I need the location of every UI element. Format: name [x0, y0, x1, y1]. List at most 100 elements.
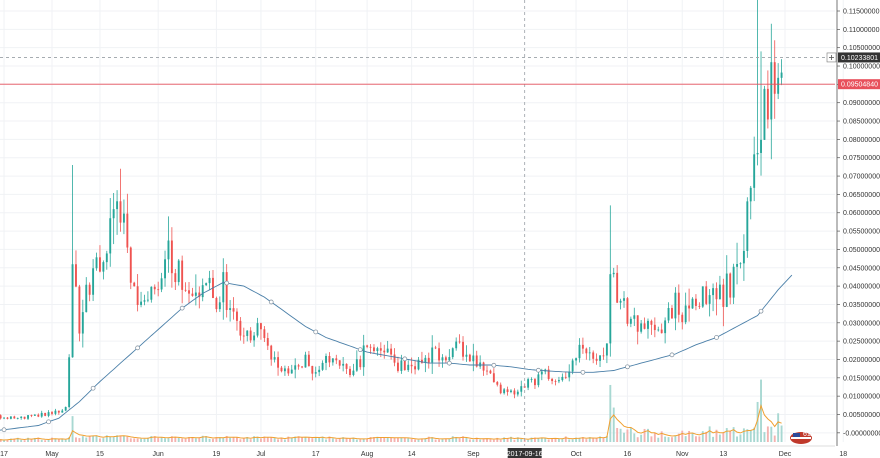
candle[interactable] [153, 284, 156, 295]
candle[interactable] [698, 302, 701, 310]
candle[interactable] [273, 351, 276, 363]
candle[interactable] [626, 296, 629, 327]
candle[interactable] [691, 297, 694, 309]
candle[interactable] [756, 0, 759, 166]
candle[interactable] [256, 317, 259, 338]
candle[interactable] [465, 345, 468, 362]
candle[interactable] [527, 377, 530, 391]
candle[interactable] [311, 365, 314, 381]
candle[interactable] [547, 365, 550, 381]
candle[interactable] [105, 250, 108, 270]
candle[interactable] [283, 365, 286, 376]
candle[interactable] [510, 389, 512, 394]
candle[interactable] [33, 413, 36, 417]
candle[interactable] [215, 296, 218, 313]
candle[interactable] [37, 413, 40, 418]
candle[interactable] [551, 377, 554, 385]
candle[interactable] [325, 353, 327, 371]
candle[interactable] [479, 355, 482, 369]
candle[interactable] [708, 289, 711, 317]
candle[interactable] [503, 387, 506, 395]
candle[interactable] [270, 344, 273, 366]
candle[interactable] [188, 281, 190, 304]
candle[interactable] [301, 366, 303, 369]
candle[interactable] [742, 234, 745, 281]
candle[interactable] [390, 343, 393, 360]
candle[interactable] [458, 334, 461, 344]
candle[interactable] [78, 284, 81, 342]
candle[interactable] [174, 268, 177, 291]
candle[interactable] [575, 357, 578, 366]
candle[interactable] [568, 364, 571, 382]
candle[interactable] [681, 312, 684, 330]
candle[interactable] [85, 277, 88, 313]
candle[interactable] [331, 358, 334, 366]
candle[interactable] [366, 344, 369, 349]
candle[interactable] [9, 416, 12, 420]
candle[interactable] [578, 338, 581, 363]
candle[interactable] [119, 168, 122, 232]
candle[interactable] [143, 294, 146, 306]
candle[interactable] [164, 250, 166, 287]
candle[interactable] [328, 352, 331, 368]
candle[interactable] [581, 337, 584, 354]
candle[interactable] [23, 416, 26, 420]
candle[interactable] [335, 354, 338, 365]
candle[interactable] [506, 386, 509, 396]
candle[interactable] [287, 365, 290, 376]
candle[interactable] [431, 335, 434, 374]
candle[interactable] [259, 322, 262, 340]
candle[interactable] [599, 354, 601, 367]
candle[interactable] [253, 331, 256, 347]
candle[interactable] [71, 165, 74, 358]
candle[interactable] [280, 366, 283, 373]
candle[interactable] [102, 260, 105, 280]
candle[interactable] [725, 255, 728, 308]
candle[interactable] [489, 369, 492, 375]
candle[interactable] [667, 302, 670, 324]
candle[interactable] [208, 270, 211, 290]
candle[interactable] [647, 318, 649, 339]
candle[interactable] [763, 85, 766, 141]
candle[interactable] [564, 371, 567, 380]
candle[interactable] [57, 410, 60, 415]
candle[interactable] [61, 408, 64, 413]
candle[interactable] [736, 242, 738, 285]
candle[interactable] [349, 366, 351, 378]
candle[interactable] [657, 326, 660, 332]
candle[interactable] [232, 297, 235, 320]
candle[interactable] [338, 360, 341, 369]
candle[interactable] [64, 406, 67, 412]
candle[interactable] [205, 282, 208, 287]
candle[interactable] [674, 287, 677, 331]
candle[interactable] [51, 410, 53, 416]
candle[interactable] [705, 281, 708, 306]
candle[interactable] [684, 292, 687, 325]
candle[interactable] [729, 272, 732, 305]
candle[interactable] [623, 291, 625, 308]
candle[interactable] [537, 370, 540, 388]
candle[interactable] [592, 350, 595, 364]
candle[interactable] [753, 136, 756, 202]
candle[interactable] [653, 317, 656, 338]
candle[interactable] [81, 299, 84, 348]
candle[interactable] [249, 327, 252, 343]
candle[interactable] [68, 354, 71, 409]
candle[interactable] [671, 305, 673, 319]
candle[interactable] [3, 417, 5, 420]
candle[interactable] [297, 363, 300, 370]
candle[interactable] [88, 282, 91, 302]
candle[interactable] [229, 300, 232, 322]
candle[interactable] [95, 252, 98, 271]
candle[interactable] [0, 414, 2, 420]
candle[interactable] [660, 323, 663, 334]
candle[interactable] [722, 278, 725, 327]
candle[interactable] [633, 307, 636, 327]
candle[interactable] [777, 63, 780, 100]
candle[interactable] [99, 245, 101, 273]
candle[interactable] [167, 216, 170, 273]
candle[interactable] [636, 315, 639, 345]
candle[interactable] [266, 332, 269, 351]
candle[interactable] [314, 366, 317, 378]
candle[interactable] [520, 380, 523, 397]
